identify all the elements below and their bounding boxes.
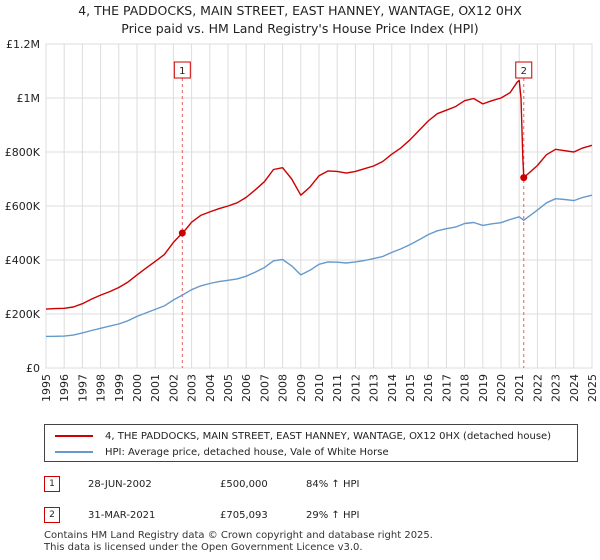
y-tick-label: £1.2M	[6, 38, 40, 51]
x-tick-label: 2023	[550, 374, 563, 402]
x-tick-label: 2020	[495, 374, 508, 402]
x-tick-label: 2004	[204, 374, 217, 402]
y-tick-label: £600K	[5, 200, 41, 213]
x-tick-label: 2000	[131, 374, 144, 402]
x-tick-label: 2018	[459, 374, 472, 402]
transaction-price: £500,000	[220, 478, 268, 490]
y-tick-label: £0	[26, 362, 40, 375]
x-tick-label: 2025	[586, 374, 599, 402]
x-tick-label: 2019	[477, 374, 490, 402]
x-tick-label: 2012	[349, 374, 362, 402]
sale-vertical-lines	[181, 78, 525, 368]
transaction-hpi: 84% ↑ HPI	[306, 478, 360, 490]
x-tick-label: 2006	[240, 374, 253, 402]
legend-property-swatch	[55, 435, 93, 437]
sale-badge-box	[173, 61, 191, 79]
x-tick-label: 2008	[277, 374, 290, 402]
transaction-hpi: 29% ↑ HPI	[306, 509, 360, 521]
x-tick-label: 2003	[186, 374, 199, 402]
x-tick-label: 1999	[113, 374, 126, 402]
x-tick-label: 2007	[258, 374, 271, 402]
chart-title: 4, THE PADDOCKS, MAIN STREET, EAST HANNE…	[78, 3, 522, 18]
transaction-badge: 2	[44, 507, 60, 523]
transaction-row: 2 31-MAR-2021 £705,093 29% ↑ HPI	[44, 505, 359, 525]
sale-badge-label: 2	[521, 66, 527, 77]
transaction-badge: 1	[44, 476, 60, 492]
transaction-date: 31-MAR-2021	[88, 509, 156, 521]
sale-marker	[520, 174, 528, 182]
transaction-date: 28-JUN-2002	[88, 478, 152, 490]
x-axis-labels: 1995 1996 1997 1998 1999 2000 2001 2002 2003 2004…	[40, 374, 599, 402]
sale-badge-label: 1	[179, 66, 185, 77]
transaction-row: 1 28-JUN-2002 £500,000 84% ↑ HPI	[44, 474, 359, 494]
legend-hpi-swatch	[55, 451, 93, 453]
hpi-series-line	[45, 194, 593, 338]
legend-hpi-label: HPI: Average price, detached house, Vale…	[105, 446, 389, 458]
sale-marker	[178, 229, 186, 237]
y-tick-label: £200K	[5, 308, 41, 321]
footer-licence: This data is licensed under the Open Gov…	[44, 542, 363, 553]
x-tick-label: 2010	[313, 374, 326, 402]
y-tick-label: £400K	[5, 254, 41, 267]
x-tick-label: 2021	[513, 374, 526, 402]
property-series-line	[45, 79, 593, 310]
sale-badge-box	[515, 61, 533, 79]
y-tick-label: £1M	[17, 92, 41, 105]
x-tick-label: 2024	[568, 374, 581, 402]
x-tick-label: 2011	[331, 374, 344, 402]
x-tick-label: 2017	[440, 374, 453, 402]
sale-markers	[178, 174, 528, 237]
chart-subtitle: Price paid vs. HM Land Registry's House …	[121, 21, 479, 36]
y-tick-label: £800K	[5, 146, 41, 159]
x-tick-label: 2013	[368, 374, 381, 402]
legend-item-property: 4, THE PADDOCKS, MAIN STREET, EAST HANNE…	[45, 428, 551, 444]
x-tick-label: 2014	[386, 374, 399, 402]
transaction-price: £705,093	[220, 509, 268, 521]
x-tick-label: 1995	[40, 374, 53, 402]
x-tick-label: 2016	[422, 374, 435, 402]
series-lines	[45, 79, 593, 338]
legend: 4, THE PADDOCKS, MAIN STREET, EAST HANNE…	[44, 424, 578, 462]
y-axis-labels: £0 £200K £400K £600K £800K £1M £1.2M	[5, 38, 41, 375]
x-tick-label: 2005	[222, 374, 235, 402]
x-tick-label: 2022	[531, 374, 544, 402]
x-tick-label: 1998	[95, 374, 108, 402]
x-tick-label: 1996	[58, 374, 71, 402]
footer-copyright: Contains HM Land Registry data © Crown c…	[44, 530, 433, 541]
x-tick-label: 2015	[404, 374, 417, 402]
legend-item-hpi: HPI: Average price, detached house, Vale…	[45, 444, 389, 460]
legend-property-label: 4, THE PADDOCKS, MAIN STREET, EAST HANNE…	[105, 430, 552, 442]
x-tick-label: 2002	[167, 374, 180, 402]
x-tick-label: 1997	[76, 374, 89, 402]
x-tick-label: 2001	[149, 374, 162, 402]
price-chart: £0£200K£400K£600K£800K£1M£1.2M 1995 1996 1…	[5, 38, 599, 402]
x-tick-label: 2009	[295, 374, 308, 402]
